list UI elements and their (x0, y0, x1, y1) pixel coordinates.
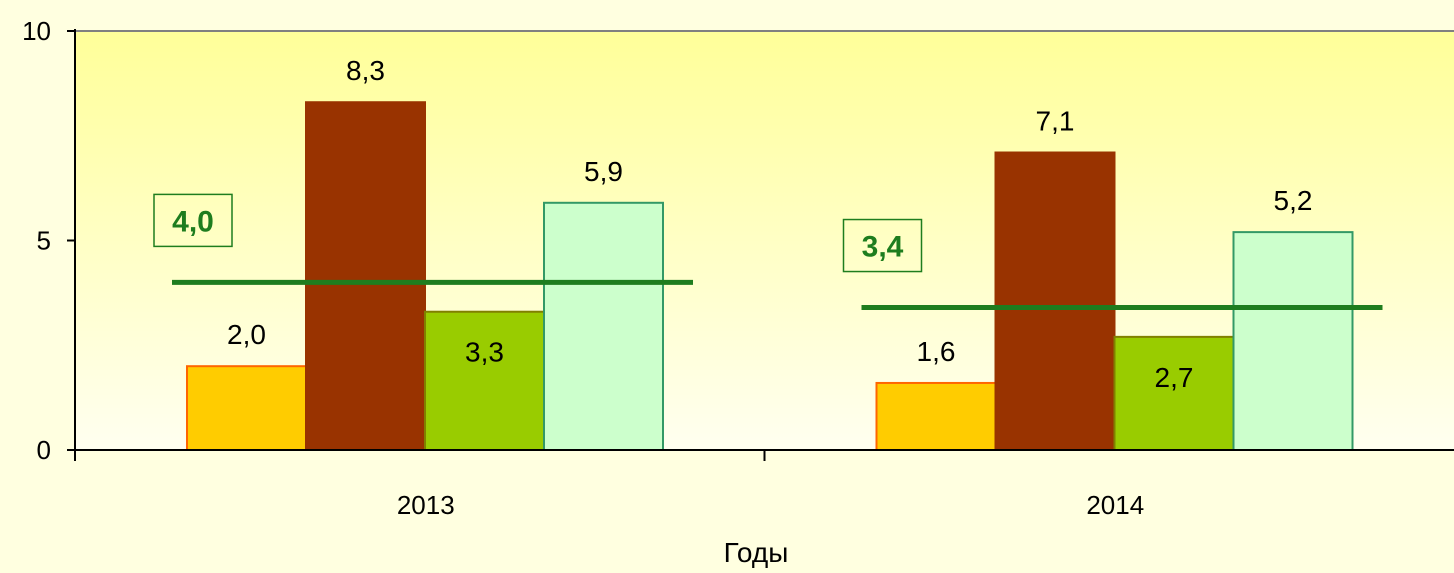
data-label-2014-2: 7,1 (1036, 106, 1075, 137)
data-label-2014-3: 2,7 (1155, 362, 1194, 393)
average-label-2014: 3,4 (862, 231, 904, 264)
data-label-2013-3: 3,3 (465, 337, 504, 368)
bar-2013-1 (186, 365, 307, 452)
bar-2013-2 (305, 101, 426, 451)
bar-2013-4 (543, 201, 664, 451)
average-label-box-2014 (842, 218, 923, 273)
x-axis-title: Годы (724, 537, 789, 568)
bar-2014-1 (875, 381, 997, 451)
chart-axes: 2013 2014 0 5 10 (22, 16, 1454, 520)
x-tick-label-2014: 2014 (1086, 490, 1144, 520)
bar-2013-3 (424, 310, 545, 452)
data-label-2013-4: 5,9 (584, 156, 623, 187)
y-tick-label-10: 10 (22, 16, 51, 46)
chart-marks: 2,0 8,3 3,3 5,9 4,0 1,6 7,1 2,7 5,2 3,4 (153, 55, 1383, 452)
bar-2014-3 (1113, 335, 1235, 451)
average-label-2013: 4,0 (172, 205, 214, 238)
data-label-2014-4: 5,2 (1274, 185, 1313, 216)
data-label-2013-1: 2,0 (227, 319, 266, 350)
data-label-2014-1: 1,6 (917, 336, 956, 367)
x-tick-label-2013: 2013 (397, 490, 455, 520)
bar-2014-4 (1232, 231, 1354, 451)
average-label-box-2013 (153, 193, 233, 248)
y-tick-label-0: 0 (37, 435, 51, 465)
y-tick-label-5: 5 (37, 226, 51, 256)
bar-2014-2 (994, 151, 1116, 451)
data-label-2013-2: 8,3 (346, 55, 385, 86)
